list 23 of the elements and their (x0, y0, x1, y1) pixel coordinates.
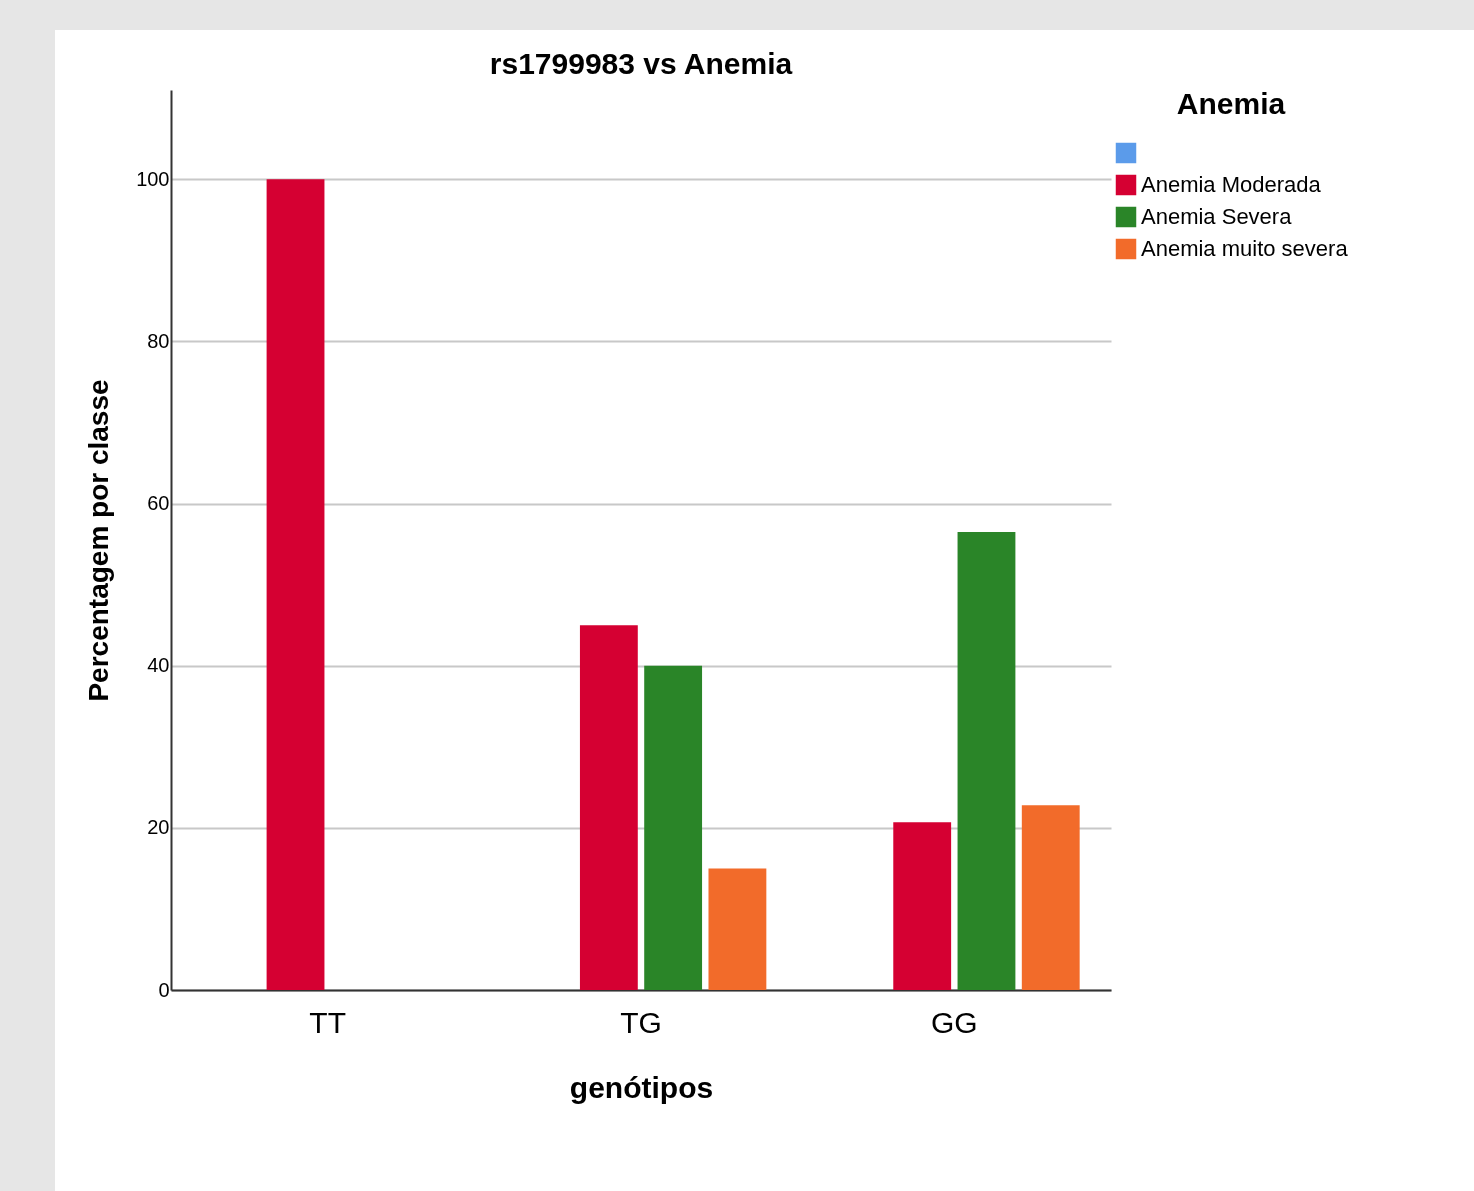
x-tick-label: TG (620, 1005, 662, 1039)
legend-label: Anemia Moderada (1141, 172, 1322, 197)
y-tick-label: 40 (147, 654, 170, 677)
bar (579, 625, 638, 990)
chart-title: rs1799983 vs Anemia (489, 47, 793, 80)
y-tick-label: 60 (147, 492, 170, 515)
y-tick-label: 80 (147, 329, 170, 352)
x-tick-label: GG (931, 1005, 978, 1039)
y-tick-label: 0 (158, 978, 170, 1001)
legend-label: Anemia Severa (1141, 204, 1293, 229)
bar (1021, 805, 1080, 990)
y-tick-label: 20 (147, 816, 170, 839)
bar (708, 868, 767, 990)
x-tick-label: TT (309, 1005, 346, 1039)
x-axis-title: genótipos (569, 1070, 714, 1104)
bar (266, 179, 325, 990)
bar (893, 822, 952, 990)
bar (957, 531, 1016, 990)
legend-title: Anemia (1176, 87, 1286, 120)
y-tick-label: 100 (136, 167, 170, 190)
legend-label: Anemia muito severa (1141, 236, 1349, 261)
y-axis-title: Percentagem por classe (83, 379, 115, 702)
bar (644, 665, 703, 990)
